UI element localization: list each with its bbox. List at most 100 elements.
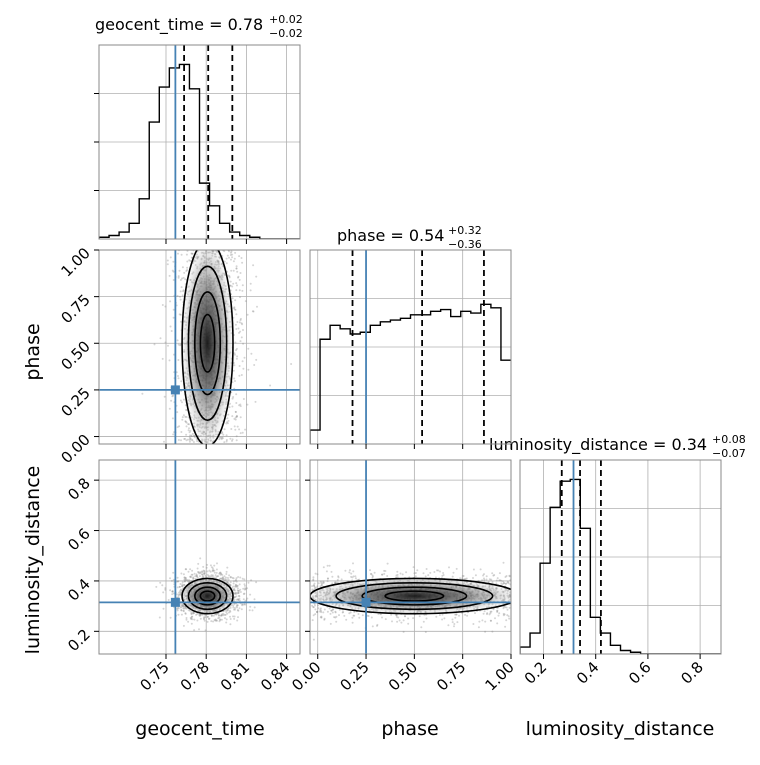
truth-marker (171, 385, 180, 394)
sample-point (233, 270, 235, 272)
sample-point (241, 262, 243, 264)
xlabel-geocent_time: geocent_time (135, 718, 264, 740)
ytick-label-phase-3: 0.75 (57, 291, 93, 327)
sample-point (219, 619, 221, 621)
sample-point (211, 615, 213, 617)
sample-point (242, 360, 244, 362)
sample-point (242, 588, 244, 590)
sample-point (190, 435, 192, 437)
sample-point (243, 398, 245, 400)
sample-point (228, 574, 230, 576)
sample-point (171, 330, 173, 332)
sample-point (234, 609, 236, 611)
sample-point (171, 593, 173, 595)
sample-point (423, 621, 425, 623)
sample-point (433, 571, 435, 573)
sample-point (192, 612, 194, 614)
sample-point (329, 565, 331, 567)
sample-point (227, 414, 229, 416)
sample-point (483, 573, 485, 575)
sample-point (192, 433, 194, 435)
sample-point (171, 590, 173, 592)
sample-point (181, 401, 183, 403)
sample-point (312, 619, 314, 621)
sample-point (230, 281, 232, 283)
sample-point (228, 275, 230, 277)
sample-point (182, 266, 184, 268)
sample-point (237, 616, 239, 618)
sample-point (231, 406, 233, 408)
sample-point (502, 580, 504, 582)
sample-point (225, 611, 227, 613)
sample-point (352, 562, 354, 564)
sample-point (247, 314, 249, 316)
sample-point (205, 629, 207, 631)
sample-point (191, 570, 193, 572)
sample-point (358, 617, 360, 619)
sample-point (185, 608, 187, 610)
sample-point (197, 577, 199, 579)
sample-point (173, 309, 175, 311)
sample-point (381, 574, 383, 576)
sample-point (504, 626, 506, 628)
panel-frame (99, 460, 300, 654)
sample-point (316, 585, 318, 587)
sample-point (499, 572, 501, 574)
sample-point (335, 621, 337, 623)
sample-point (235, 411, 237, 413)
sample-point (250, 579, 252, 581)
sample-point (211, 246, 213, 248)
sample-point (183, 610, 185, 612)
sample-point (233, 603, 235, 605)
panel-inner (520, 460, 721, 654)
sample-point (169, 275, 171, 277)
sample-point (235, 328, 237, 330)
sample-point (229, 403, 231, 405)
histogram-phase (310, 304, 511, 444)
sample-point (330, 623, 332, 625)
sample-point (179, 270, 181, 272)
sample-point (456, 614, 458, 616)
sample-point (184, 278, 186, 280)
sample-point (489, 613, 491, 615)
sample-point (403, 631, 405, 633)
sample-point (209, 246, 211, 248)
sample-point (474, 612, 476, 614)
sample-point (232, 297, 234, 299)
sample-point (216, 562, 218, 564)
title-phase-plus: +0.32 (448, 224, 482, 237)
sample-point (514, 592, 516, 594)
sample-point (170, 256, 172, 258)
sample-point (425, 631, 427, 633)
sample-point (387, 563, 389, 565)
sample-point (191, 616, 193, 618)
sample-point (177, 586, 179, 588)
sample-point (374, 572, 376, 574)
sample-point (186, 267, 188, 269)
sample-point (161, 584, 163, 586)
sample-point (207, 248, 209, 250)
sample-point (190, 618, 192, 620)
sample-point (180, 589, 182, 591)
sample-point (323, 582, 325, 584)
sample-point (238, 592, 240, 594)
sample-point (154, 343, 156, 345)
sample-point (459, 577, 461, 579)
xtick-label-phase-3: 0.75 (433, 658, 469, 694)
sample-point (376, 625, 378, 627)
sample-point (245, 599, 247, 601)
sample-point (182, 294, 184, 296)
title-luminosity_distance-plus: +0.08 (712, 433, 746, 446)
sample-point (237, 426, 239, 428)
sample-point (233, 588, 235, 590)
truth-marker (362, 598, 371, 607)
sample-point (247, 369, 249, 371)
sample-point (229, 623, 231, 625)
sample-point (313, 606, 315, 608)
sample-point (230, 428, 232, 430)
sample-point (240, 432, 242, 434)
panel-inner (99, 460, 300, 654)
sample-point (246, 598, 248, 600)
sample-point (239, 365, 241, 367)
sample-point (179, 344, 181, 346)
